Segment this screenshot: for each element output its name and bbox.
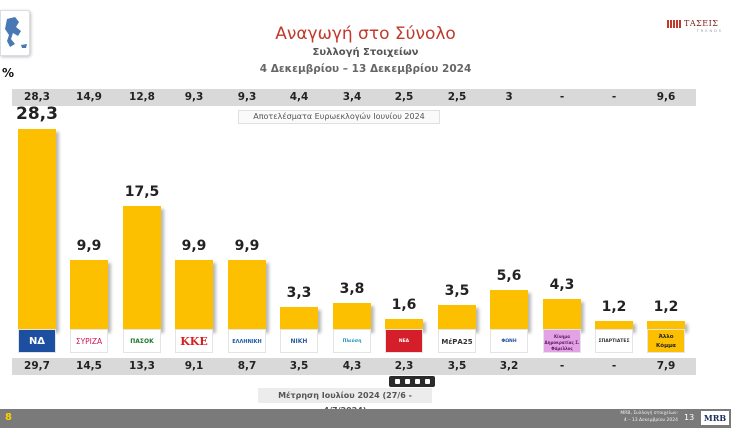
bar-value-label: 1,6 xyxy=(391,296,417,313)
survey-dates: 4 Δεκεμβρίου – 13 Δεκεμβρίου 2024 xyxy=(259,63,472,75)
footer-info-line2: 4 – 13 Δεκεμβρίου 2024 xyxy=(623,418,678,423)
measurement-label: Μέτρηση Ιουλίου 2024 (27/6 - 4/7/2024) xyxy=(258,388,432,415)
bar-value-label: 1,2 xyxy=(601,299,627,316)
bar-value-label: 9,9 xyxy=(234,237,260,254)
july-measurement-value: 8,7 xyxy=(237,360,257,372)
july-measurement-value: 3,5 xyxy=(447,360,467,372)
brand-logo: ΤΑΣΕΙΣ TRENDS xyxy=(667,19,723,33)
july-measurement-value: - xyxy=(611,360,617,372)
bar-value-label: 9,9 xyxy=(181,237,207,254)
bar xyxy=(543,299,581,330)
mera25-logo: ΜέΡΑ25 xyxy=(438,329,476,353)
july-measurement-value: 7,9 xyxy=(656,360,676,372)
greece-map-logo xyxy=(0,10,30,56)
bar xyxy=(595,321,633,330)
euro-results-label-text: Αποτελέσματα Ευρωεκλογών Ιουνίου 2024 xyxy=(253,112,425,121)
percent-unit: % xyxy=(2,66,15,80)
euro-result-value: 9,3 xyxy=(237,91,257,103)
july-measurement-value: 2,3 xyxy=(394,360,414,372)
nd-logo: ΝΔ xyxy=(18,329,56,353)
bar xyxy=(280,306,318,330)
july-measurement-value: - xyxy=(559,360,565,372)
spartiates-logo: ΣΠΑΡΤΙΑΤΕΣ xyxy=(595,329,633,353)
july-measurement-value: 3,5 xyxy=(289,360,309,372)
july-measurement-value: 4,3 xyxy=(342,360,362,372)
euro-result-value: 9,3 xyxy=(184,91,204,103)
brand-name: ΤΑΣΕΙΣ xyxy=(684,19,719,28)
foni-logikis-logo: ΦΩΝΗ ΛΟΓΙΚΗΣ xyxy=(490,329,528,353)
bar-value-label: 3,5 xyxy=(444,283,470,300)
footer-info-line1: MRB, Συλλογή στοιχείων: xyxy=(620,411,678,416)
euro-results-band: 28,3 14,9 12,8 9,3 9,3 4,4 3,4 2,5 2,5 3 - - 9,6 xyxy=(12,89,696,106)
euro-result-value: 9,6 xyxy=(656,91,676,103)
euro-result-value: 3,4 xyxy=(342,91,362,103)
footer-bar: 8 MRB, Συλλογή στοιχείων: 4 – 13 Δεκεμβρ… xyxy=(0,409,731,428)
bar-value-label: 28,3 xyxy=(16,104,58,125)
chart-title: Αναγωγή στο Σύνολο xyxy=(275,24,456,44)
euro-result-value: 2,5 xyxy=(447,91,467,103)
july-measurement-value: 9,1 xyxy=(184,360,204,372)
bar xyxy=(438,305,476,330)
bar xyxy=(385,318,423,330)
nea-aristera-logo: ΝΕΑ ΑΡΙΣΤΕΡΑ xyxy=(385,329,423,353)
other-party-logo: Άλλο Κόμμα xyxy=(647,329,685,353)
july-measurement-value: 13,3 xyxy=(129,360,155,372)
bar xyxy=(333,303,371,330)
bar xyxy=(123,205,161,330)
bar xyxy=(228,259,266,330)
euro-result-value: 3 xyxy=(505,91,513,103)
bar xyxy=(647,321,685,330)
euro-result-value: 12,8 xyxy=(129,91,155,103)
bar xyxy=(70,259,108,330)
footer-page-number: 13 xyxy=(684,413,695,422)
kke-logo: ΚΚΕ xyxy=(175,329,213,353)
euro-result-value: 14,9 xyxy=(76,91,102,103)
euro-result-value: 28,3 xyxy=(24,91,50,103)
brand-mark-icon xyxy=(667,19,681,28)
euro-result-value: - xyxy=(559,91,565,103)
bar-value-label: 5,6 xyxy=(496,268,522,285)
plefsi-logo: Πλεύση Ελευθερίας xyxy=(333,329,371,353)
bar-value-label: 1,2 xyxy=(653,299,679,316)
elliniki-lysi-logo: ΕΛΛΗΝΙΚΗ ΛΥΣΗ xyxy=(228,329,266,353)
bar-value-label: 3,8 xyxy=(339,281,365,298)
bar-value-label: 4,3 xyxy=(549,277,575,294)
euro-result-value: - xyxy=(611,91,617,103)
footer-info: MRB, Συλλογή στοιχείων: 4 – 13 Δεκεμβρίο… xyxy=(588,410,678,424)
bar xyxy=(490,290,528,330)
kinima-dimokratias-logo: Κίνημα Δημοκρατίας Σ. Φάμελλος xyxy=(543,329,581,353)
pasok-logo: ΠΑΣΟΚ xyxy=(123,329,161,353)
footer-page-left: 8 xyxy=(5,412,12,423)
july-measurement-band: 29,7 14,5 13,3 9,1 8,7 3,5 4,3 2,3 3,5 3,2 - - 7,9 xyxy=(12,358,696,375)
bar xyxy=(18,129,56,330)
syriza-logo: ΣΥΡΙΖΑ xyxy=(70,329,108,353)
july-measurement-value: 14,5 xyxy=(76,360,102,372)
july-measurement-value: 3,2 xyxy=(499,360,519,372)
niki-logo: ΝΙΚΗ xyxy=(280,329,318,353)
camera-controls-icon xyxy=(389,376,435,387)
brand-sub: TRENDS xyxy=(696,29,723,33)
euro-result-value: 4,4 xyxy=(289,91,309,103)
chart-subtitle: Συλλογή Στοιχείων xyxy=(312,47,419,58)
bar-value-label: 9,9 xyxy=(76,237,102,254)
bar-value-label: 17,5 xyxy=(124,183,160,200)
july-measurement-value: 29,7 xyxy=(24,360,50,372)
bar xyxy=(175,259,213,330)
euro-results-label: Αποτελέσματα Ευρωεκλογών Ιουνίου 2024 xyxy=(238,110,440,124)
bar-value-label: 3,3 xyxy=(286,284,312,301)
euro-result-value: 2,5 xyxy=(394,91,414,103)
footer-brand-logo: MRB xyxy=(701,411,729,425)
